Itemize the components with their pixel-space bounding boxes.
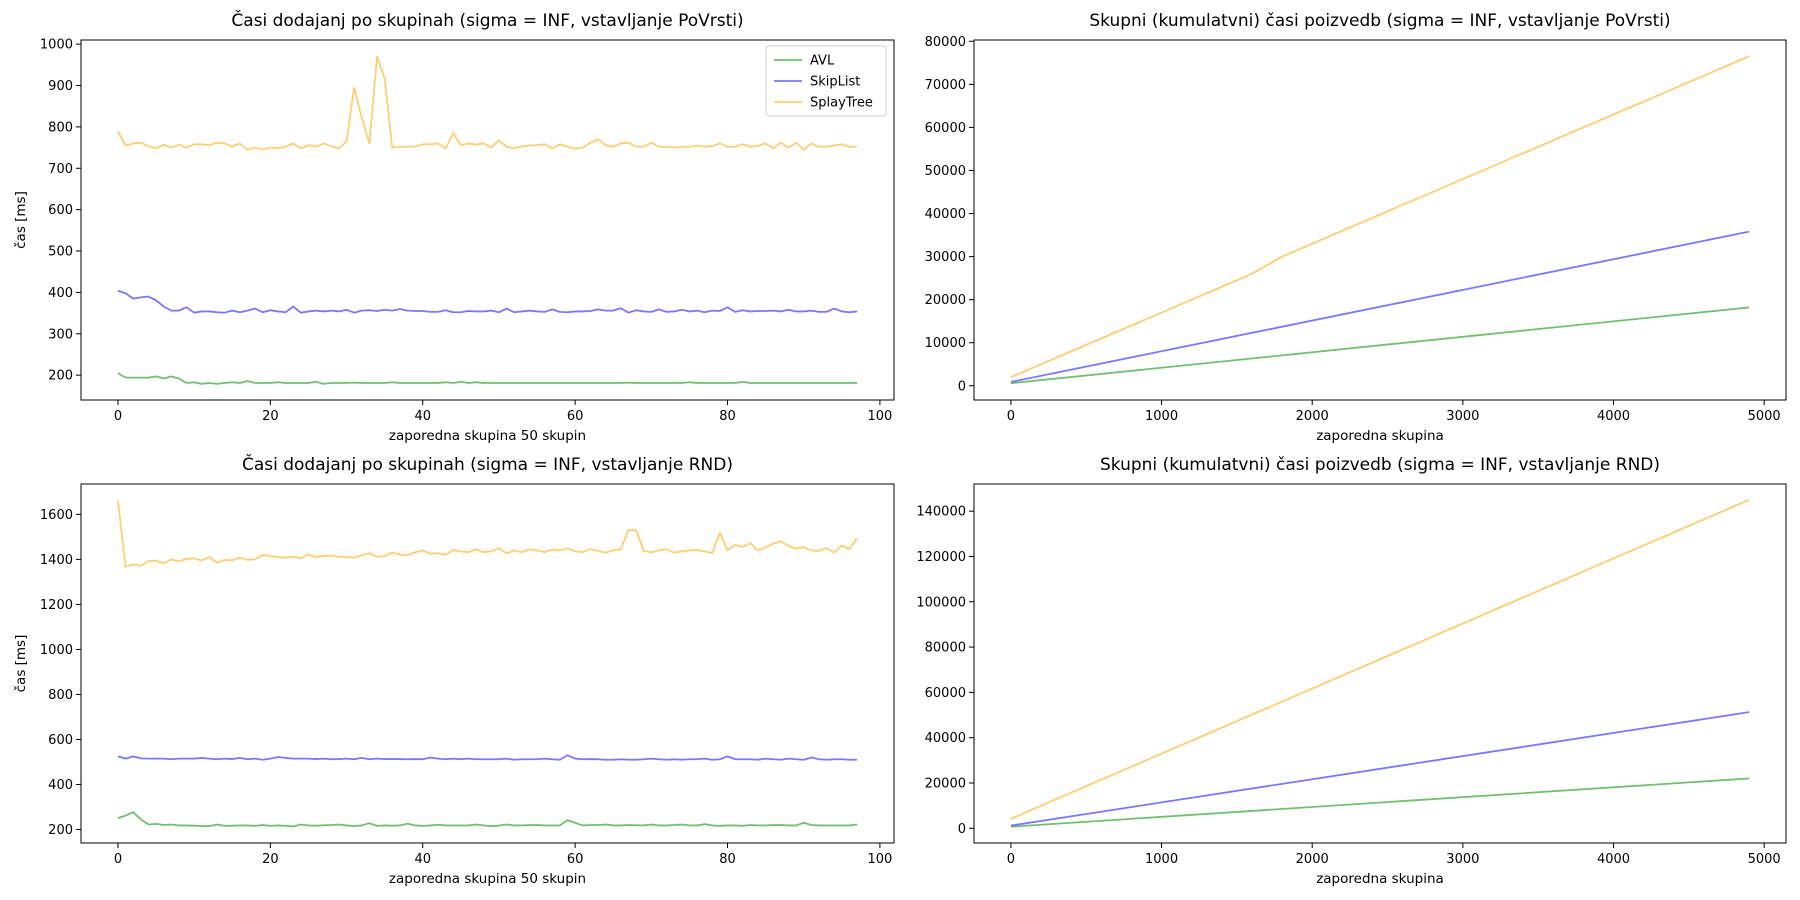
series-line-skiplist [117,289,858,314]
series-line-avl [1010,306,1750,385]
x-tick-label: 20 [262,409,279,424]
x-tick-label: 100 [867,409,892,424]
chart-panel-1: 0 20 40 60 80 100 200 300 400 500 600 700 800 900 1000… [13,9,895,444]
y-tick-label: 300 [48,327,73,342]
series-line-splaytree [1010,55,1750,379]
chart-title: Skupni (kumulatvni) časi poizvedb (sigma… [1089,11,1670,31]
x-axis-label: zaporedna skupina 50 skupin [389,871,586,887]
chart-title: Časi dodajanj po skupinah (sigma = INF, … [242,453,733,475]
y-tick-label: 140000 [916,505,966,520]
axes-frame [80,483,895,844]
series-group [117,500,858,828]
series-line-splaytree [117,55,858,151]
axes-frame [973,483,1787,844]
legend-label-avl: AVL [810,54,835,69]
chart-title: Skupni (kumulatvni) časi poizvedb (sigma… [1100,455,1660,475]
x-tick-label: 1000 [1145,852,1178,867]
y-tick-label: 40000 [925,207,966,222]
y-tick-label: 80000 [925,641,966,656]
x-tick-label: 4000 [1597,409,1630,424]
x-tick-label: 40 [414,409,431,424]
legend-box [765,45,887,117]
x-tick-label: 0 [114,409,122,424]
y-tick-label: 700 [48,162,73,177]
x-tick-label: 80 [719,409,736,424]
chart-panel-4: 0 1000 2000 3000 4000 5000 0 20000 40000 60000 800… [916,455,1787,887]
y-tick-label: 100000 [916,595,966,610]
y-tick-label: 800 [48,688,73,703]
y-axis-label: čas [ms] [13,635,29,693]
legend: AVL SkipList SplayTree [765,45,887,117]
y-axis-label: čas [ms] [13,191,29,249]
axes-frame [80,39,895,401]
chart-panel-2: 0 1000 2000 3000 4000 50000100002000030000400… [925,11,1787,444]
x-tick-label: 0 [1007,852,1015,867]
y-tick-label: 1000 [40,643,73,658]
x-tick-label: 20 [262,852,279,867]
x-tick-label: 80 [719,852,736,867]
axes-frame [973,39,1787,401]
x-axis-label: zaporedna skupina 50 skupin [389,428,586,444]
series-line-skiplist [1010,230,1750,383]
legend-label-skiplist: SkipList [810,75,860,90]
series-line-avl [117,811,858,828]
series-line-avl [117,372,858,385]
series-group [1010,55,1750,385]
series-line-splaytree [1010,499,1750,820]
series-line-skiplist [117,754,858,761]
y-tick-label: 400 [48,778,73,793]
y-tick-label: 70000 [925,78,966,93]
y-tick-label: 60000 [925,121,966,136]
x-tick-label: 100 [867,852,892,867]
x-tick-label: 40 [414,852,431,867]
series-group [1010,499,1750,828]
y-tick-label: 60000 [925,686,966,701]
y-tick-label: 1200 [40,598,73,613]
y-tick-label: 10000 [925,336,966,351]
series-line-splaytree [117,500,858,568]
x-tick-label: 5000 [1748,852,1781,867]
y-tick-label: 20000 [925,776,966,791]
x-tick-label: 3000 [1446,409,1479,424]
y-tick-label: 600 [48,733,73,748]
x-axis-label: zaporedna skupina [1316,428,1444,444]
x-tick-label: 0 [1007,409,1015,424]
x-axis-label: zaporedna skupina [1316,871,1444,887]
x-tick-label: 2000 [1296,852,1329,867]
chart-panel-3: 0 20 40 60 80 100 200 400 600 800 1000 1200 1400 1600… [13,453,895,887]
y-tick-label: 0 [958,379,966,394]
y-tick-label: 1000 [40,38,73,53]
x-tick-label: 60 [567,409,584,424]
x-tick-label: 3000 [1446,852,1479,867]
series-group [117,55,858,385]
y-tick-label: 40000 [925,731,966,746]
y-tick-label: 20000 [925,293,966,308]
series-line-skiplist [1010,711,1750,827]
y-tick-label: 120000 [916,550,966,565]
y-tick-label: 900 [48,79,73,94]
y-tick-label: 0 [958,822,966,837]
y-tick-label: 80000 [925,35,966,50]
y-tick-label: 30000 [925,250,966,265]
legend-label-splaytree: SplayTree [810,96,873,111]
y-tick-label: 1400 [40,553,73,568]
y-tick-label: 50000 [925,164,966,179]
x-tick-label: 5000 [1748,409,1781,424]
y-tick-label: 400 [48,286,73,301]
y-tick-label: 200 [48,823,73,838]
x-tick-label: 4000 [1597,852,1630,867]
series-line-avl [1010,777,1750,828]
y-tick-label: 200 [48,369,73,384]
x-tick-label: 60 [567,852,584,867]
x-tick-label: 2000 [1296,409,1329,424]
x-tick-label: 1000 [1145,409,1178,424]
x-tick-label: 0 [114,852,122,867]
y-tick-label: 600 [48,203,73,218]
y-tick-label: 1600 [40,508,73,523]
chart-title: Časi dodajanj po skupinah (sigma = INF, … [231,9,743,31]
y-tick-label: 800 [48,120,73,135]
y-tick-label: 500 [48,245,73,260]
